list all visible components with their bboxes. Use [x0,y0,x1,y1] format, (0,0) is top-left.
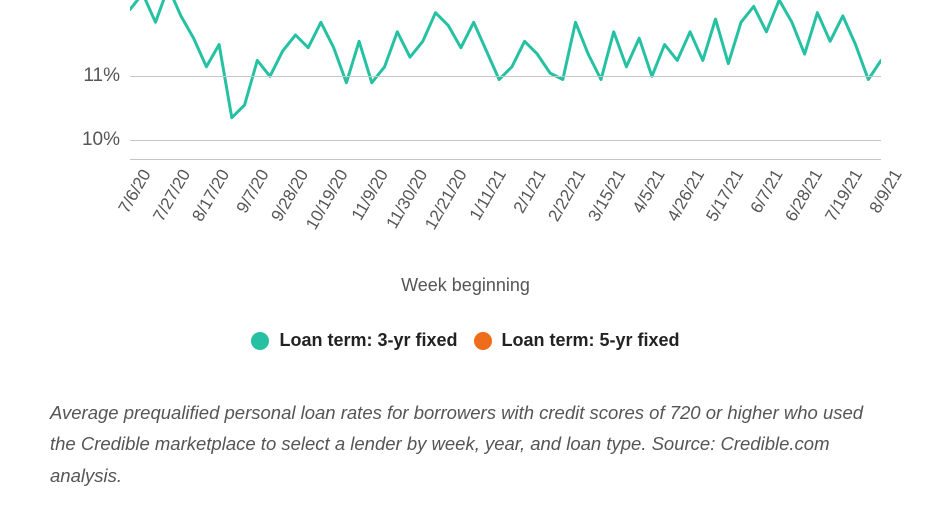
x-tick-label: 6/28/21 [782,166,828,225]
x-tick-label: 4/26/21 [663,166,709,225]
gridline [130,140,881,141]
legend-item-5yr: Loan term: 5-yr fixed [474,330,680,351]
x-tick-label: 2/22/21 [544,166,590,225]
x-tick-label: 4/5/21 [628,166,669,217]
y-tick-label: 10% [82,129,120,151]
x-tick-label: 2/1/21 [510,166,551,217]
x-tick-label: 1/11/21 [466,166,511,224]
circle-icon [251,332,269,350]
x-axis-title: Week beginning [50,275,881,296]
series-line [130,0,881,118]
legend-label: Loan term: 5-yr fixed [502,330,680,351]
x-tick-label: 7/6/20 [114,166,155,217]
legend-label: Loan term: 3-yr fixed [279,330,457,351]
y-axis: 10% 11% [50,0,130,160]
x-tick-label: 7/27/20 [149,166,195,225]
gridline [130,76,881,77]
x-tick-label: 8/9/21 [865,166,906,217]
plot-area [130,0,881,160]
x-axis-labels: 7/6/207/27/208/17/209/7/209/28/2010/19/2… [130,160,881,275]
x-tick-label: 3/15/21 [584,166,630,225]
chart-svg [130,0,881,159]
x-tick-label: 7/19/21 [821,166,867,225]
x-tick-label: 5/17/21 [703,166,749,225]
legend-item-3yr: Loan term: 3-yr fixed [251,330,457,351]
x-tick-label: 9/7/20 [233,166,274,217]
y-tick-label: 11% [83,65,120,87]
x-tick-label: 8/17/20 [189,166,235,225]
x-tick-label: 6/7/21 [747,166,788,217]
line-chart: 10% 11% [50,0,881,160]
legend: Loan term: 3-yr fixed Loan term: 5-yr fi… [50,330,881,351]
chart-caption: Average prequalified personal loan rates… [50,397,881,491]
circle-icon [474,332,492,350]
